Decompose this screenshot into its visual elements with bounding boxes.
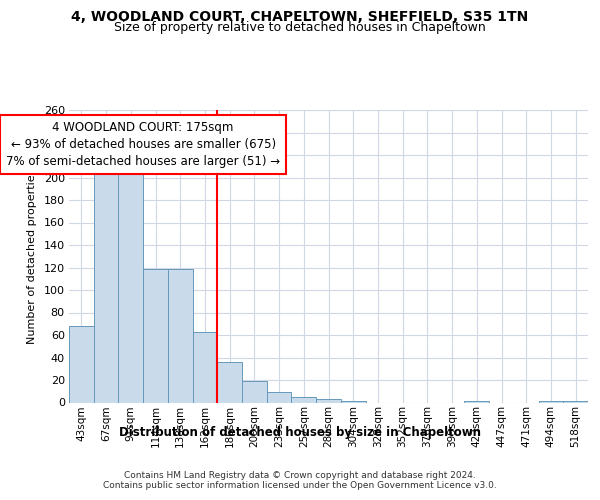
Bar bbox=[242, 381, 267, 402]
Text: Distribution of detached houses by size in Chapeltown: Distribution of detached houses by size … bbox=[119, 426, 481, 439]
Bar bbox=[118, 174, 143, 402]
Bar bbox=[193, 332, 217, 402]
Bar bbox=[316, 399, 341, 402]
Bar bbox=[292, 397, 316, 402]
Text: Size of property relative to detached houses in Chapeltown: Size of property relative to detached ho… bbox=[114, 21, 486, 34]
Bar bbox=[69, 326, 94, 402]
Text: Contains public sector information licensed under the Open Government Licence v3: Contains public sector information licen… bbox=[103, 481, 497, 490]
Bar bbox=[143, 268, 168, 402]
Text: 4 WOODLAND COURT: 175sqm
← 93% of detached houses are smaller (675)
7% of semi-d: 4 WOODLAND COURT: 175sqm ← 93% of detach… bbox=[6, 121, 280, 168]
Y-axis label: Number of detached properties: Number of detached properties bbox=[26, 168, 37, 344]
Bar bbox=[94, 172, 118, 402]
Text: 4, WOODLAND COURT, CHAPELTOWN, SHEFFIELD, S35 1TN: 4, WOODLAND COURT, CHAPELTOWN, SHEFFIELD… bbox=[71, 10, 529, 24]
Bar bbox=[168, 268, 193, 402]
Bar bbox=[267, 392, 292, 402]
Bar bbox=[217, 362, 242, 403]
Text: Contains HM Land Registry data © Crown copyright and database right 2024.: Contains HM Land Registry data © Crown c… bbox=[124, 471, 476, 480]
